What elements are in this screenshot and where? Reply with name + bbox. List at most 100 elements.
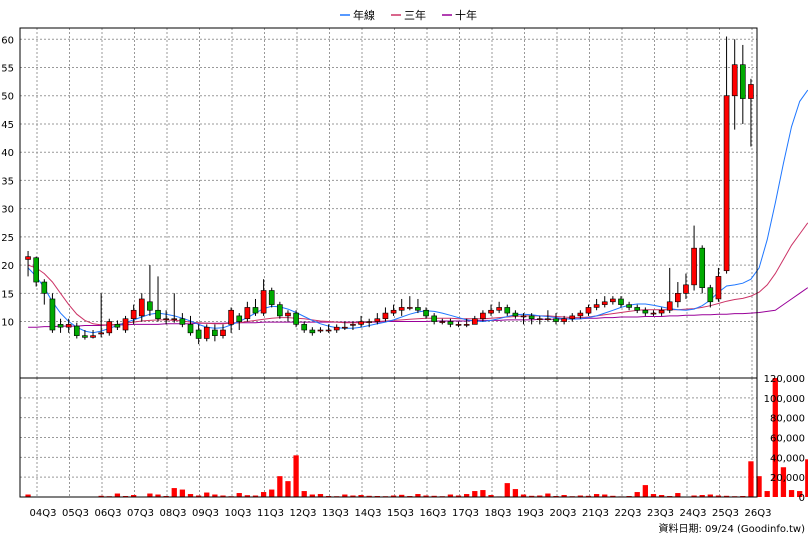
candle-body bbox=[553, 318, 559, 322]
candle-body bbox=[650, 312, 657, 315]
volume-grid bbox=[20, 377, 757, 497]
candle-body bbox=[122, 318, 129, 331]
volume-bar bbox=[805, 459, 808, 497]
volume-bar bbox=[528, 495, 535, 497]
x-tick-label: 09Q3 bbox=[192, 508, 219, 519]
candle bbox=[244, 301, 251, 322]
volume-bar bbox=[220, 495, 226, 497]
candle-body bbox=[520, 315, 527, 318]
candle bbox=[455, 321, 462, 328]
candle bbox=[626, 301, 632, 311]
candle bbox=[147, 265, 153, 316]
candle bbox=[723, 36, 730, 274]
candle bbox=[618, 296, 624, 308]
volume-bar bbox=[764, 491, 770, 497]
candle-body bbox=[98, 332, 104, 335]
price-tick-label: 20 bbox=[1, 261, 14, 272]
legend-item: 十年 bbox=[442, 8, 477, 22]
legend-label: 三年 bbox=[404, 8, 426, 22]
candle-body bbox=[65, 324, 72, 328]
candle bbox=[114, 320, 121, 331]
candle-body bbox=[57, 324, 64, 328]
candle bbox=[260, 279, 267, 316]
candle-body bbox=[252, 307, 259, 314]
candle bbox=[195, 324, 202, 345]
x-tick-label: 25Q3 bbox=[712, 508, 739, 519]
volume-bar bbox=[309, 494, 315, 497]
candle-body bbox=[658, 309, 665, 314]
candle bbox=[528, 313, 535, 325]
candle bbox=[228, 307, 234, 333]
candle bbox=[268, 287, 275, 308]
candle bbox=[25, 250, 31, 277]
candle-body bbox=[431, 315, 437, 322]
candle bbox=[496, 301, 502, 314]
candle-body bbox=[244, 307, 251, 320]
x-tick-label: 11Q3 bbox=[257, 508, 284, 519]
volume-tick-label: 40,000 bbox=[770, 453, 805, 464]
volume-bar bbox=[675, 493, 681, 497]
candle-body bbox=[73, 325, 80, 336]
plot-frames bbox=[19, 27, 758, 498]
candle-body bbox=[325, 329, 332, 332]
legend-item: 年線 bbox=[340, 8, 375, 22]
candle bbox=[504, 304, 511, 316]
volume-bar bbox=[269, 489, 275, 497]
volume-bar bbox=[212, 494, 218, 497]
volume-panel-frame bbox=[19, 377, 758, 498]
candle-body bbox=[601, 301, 608, 305]
candle bbox=[317, 327, 324, 333]
volume-bar bbox=[399, 494, 405, 497]
candle-body bbox=[49, 298, 56, 331]
candlesticks bbox=[25, 36, 754, 345]
candle-body bbox=[723, 95, 730, 272]
candle-body bbox=[212, 329, 218, 336]
candle bbox=[691, 225, 697, 291]
candle-body bbox=[155, 309, 161, 320]
candle-body bbox=[406, 307, 413, 309]
candle-body bbox=[106, 321, 113, 334]
candle-body bbox=[41, 281, 48, 294]
candle-body bbox=[33, 257, 40, 283]
candle bbox=[699, 245, 706, 294]
candle bbox=[57, 318, 64, 333]
volume-bar bbox=[593, 494, 600, 497]
candle-body bbox=[536, 318, 543, 321]
legend-item: 三年 bbox=[391, 8, 426, 22]
candle bbox=[731, 39, 738, 130]
candle-body bbox=[666, 301, 673, 311]
candle bbox=[293, 310, 299, 328]
price-tick-label: 60 bbox=[1, 35, 14, 46]
x-tick-label: 10Q3 bbox=[225, 508, 252, 519]
candle-body bbox=[504, 307, 511, 314]
candle-body bbox=[138, 298, 145, 317]
candle-body bbox=[82, 335, 88, 338]
candle-body bbox=[309, 329, 316, 334]
volume-bar bbox=[285, 481, 291, 497]
candle-body bbox=[731, 64, 738, 97]
candle-body bbox=[268, 290, 275, 305]
volume-bar bbox=[472, 491, 478, 497]
x-tick-label: 21Q3 bbox=[582, 508, 609, 519]
candle-body bbox=[447, 321, 454, 325]
volume-bar bbox=[147, 493, 153, 497]
candle bbox=[675, 282, 681, 308]
volume-bar bbox=[707, 494, 713, 497]
volume-bar bbox=[293, 455, 299, 497]
volume-bar bbox=[642, 485, 648, 497]
volume-bar bbox=[723, 495, 730, 497]
candle-body bbox=[683, 284, 689, 294]
volume-bar bbox=[179, 489, 186, 497]
candle-body bbox=[699, 247, 706, 288]
candle bbox=[203, 324, 210, 342]
candle bbox=[585, 304, 592, 316]
candle bbox=[561, 315, 567, 325]
candle-body bbox=[748, 84, 754, 99]
x-tick-label: 17Q3 bbox=[452, 508, 479, 519]
volume-bar bbox=[699, 495, 705, 497]
candle bbox=[236, 313, 243, 331]
price-tick-label: 55 bbox=[1, 64, 14, 75]
candle bbox=[431, 313, 437, 325]
x-tick-label: 08Q3 bbox=[160, 508, 187, 519]
candle-body bbox=[463, 324, 470, 326]
